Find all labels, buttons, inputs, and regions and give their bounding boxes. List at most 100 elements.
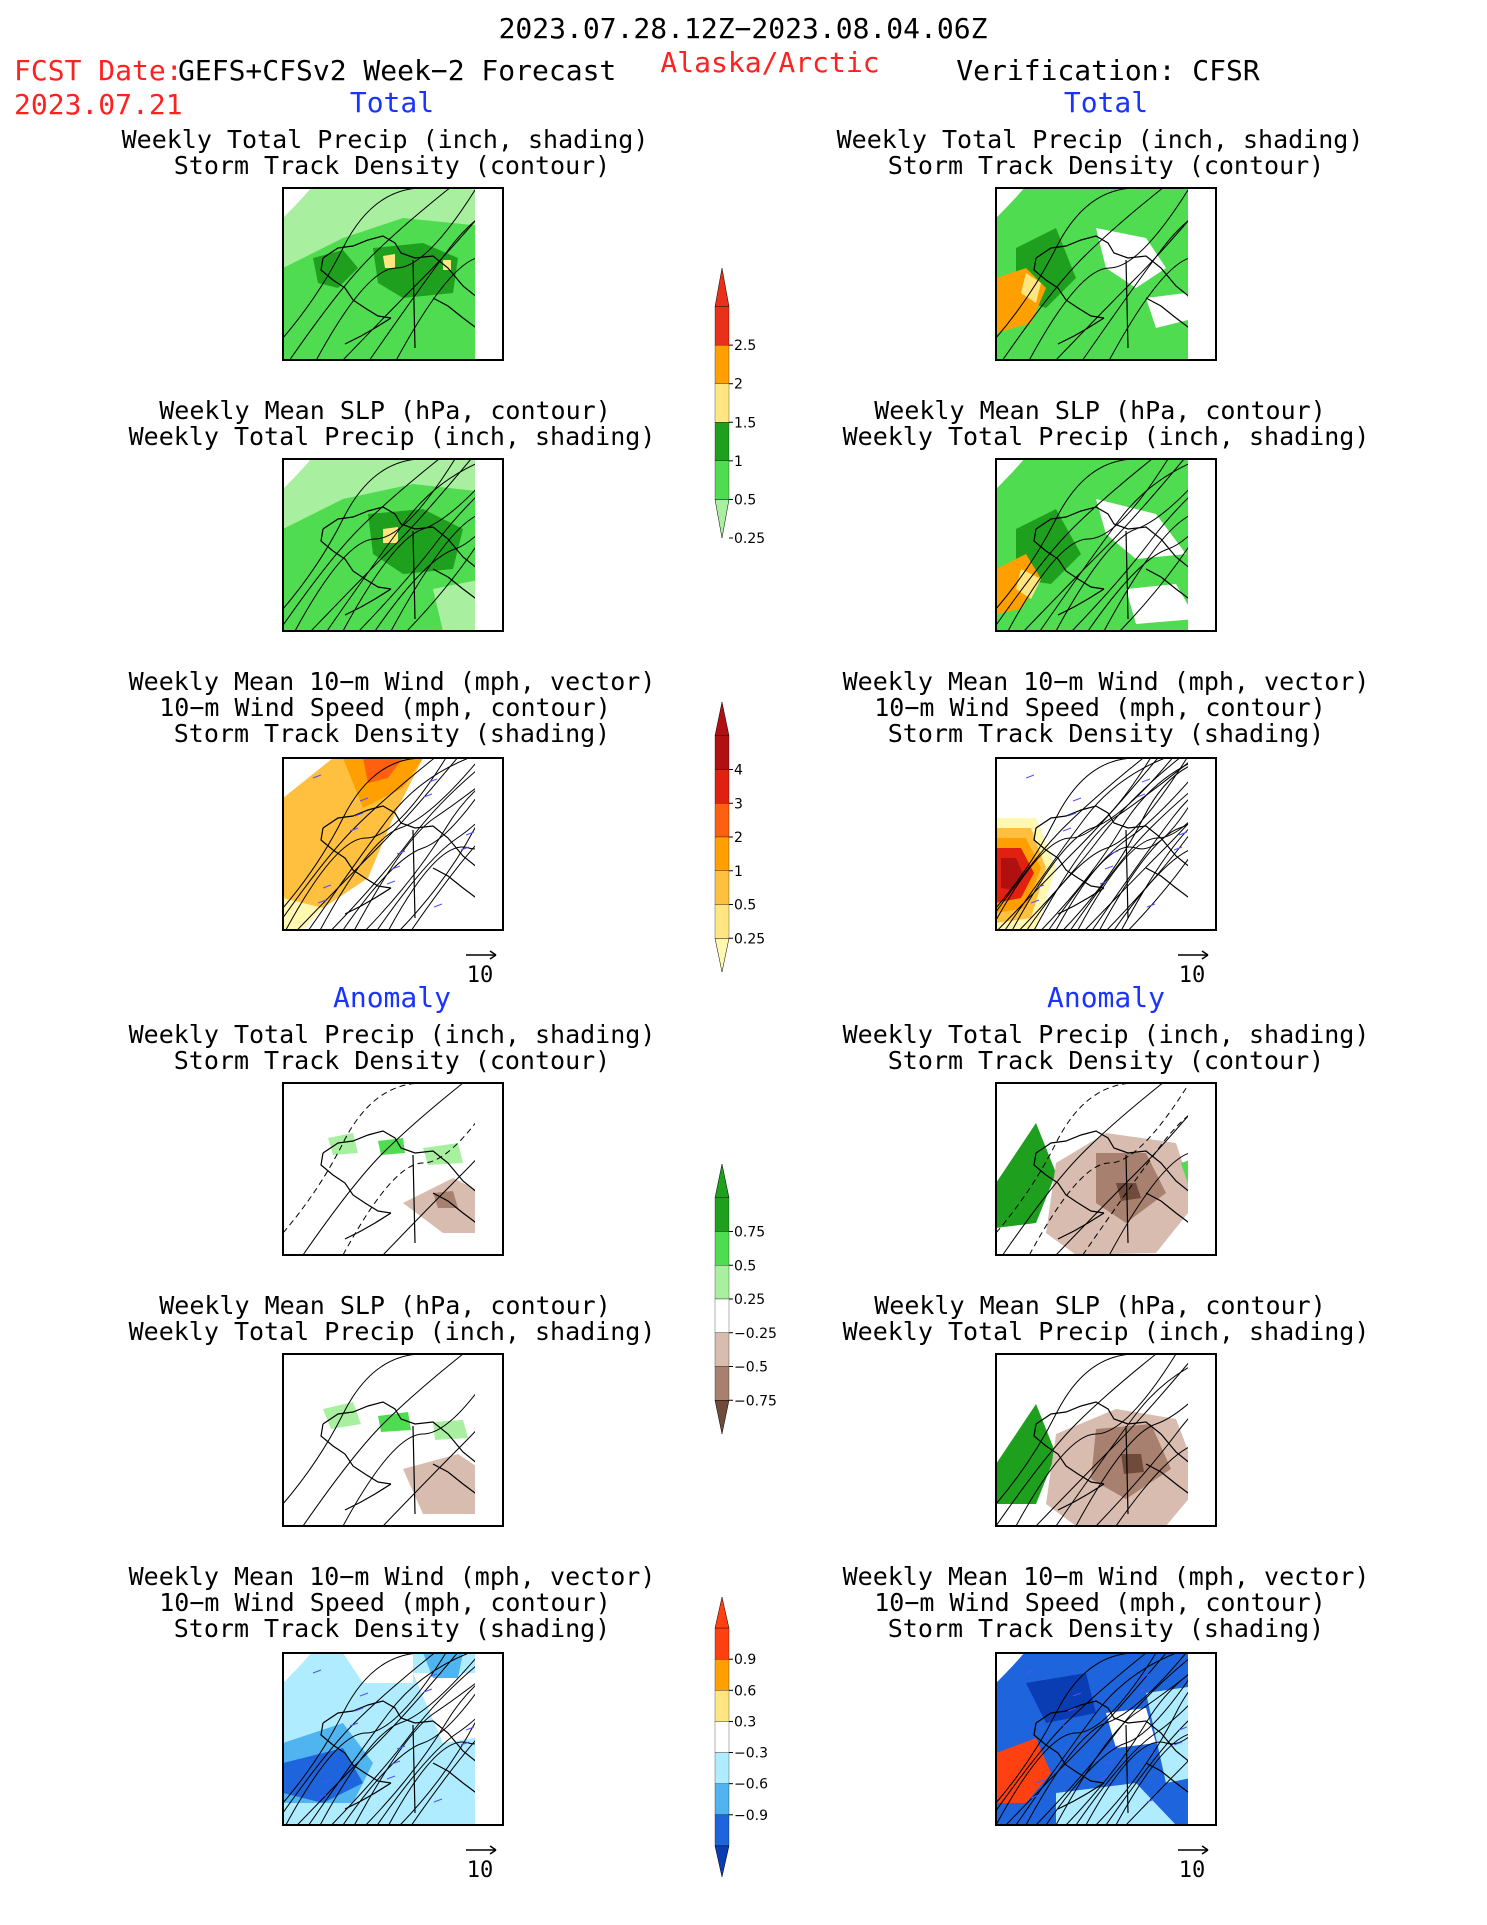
title-r3-b: 10−m Wind Speed (mph, contour) — [874, 693, 1326, 722]
wind-vector — [1062, 827, 1072, 832]
contour-line — [365, 758, 475, 930]
contour-line — [406, 459, 475, 631]
contour-line — [1075, 1354, 1188, 1526]
colorbar-segment — [714, 1231, 730, 1266]
title-r2-a: Weekly Mean SLP (hPa, contour) — [874, 396, 1326, 425]
map-frame — [995, 1652, 1217, 1826]
colorbar-cap-bottom — [714, 1400, 730, 1435]
colorbar-segment — [714, 344, 730, 384]
colorbar-tick-label: 1.5 — [734, 415, 756, 431]
map-frame — [282, 187, 504, 361]
fcst-date-label: FCST Date: — [14, 54, 183, 87]
contour-line — [395, 188, 475, 360]
colorbar-segment — [714, 803, 730, 838]
contour-line — [1119, 459, 1188, 631]
contour-line — [1062, 758, 1188, 930]
coastline — [1033, 506, 1188, 620]
colorbar-segment — [714, 735, 730, 770]
contour-line — [1095, 1653, 1188, 1825]
vector-ref-label: 10 — [1179, 963, 1206, 988]
wind-vector — [349, 1722, 359, 1727]
colorbar-segment — [714, 870, 730, 905]
title-r6-a: Weekly Mean 10−m Wind (mph, vector) — [843, 1562, 1370, 1591]
colorbar-segment — [714, 306, 730, 346]
wind-vector — [322, 1779, 332, 1784]
wind-vector — [1062, 1722, 1072, 1727]
title-r6-b: 10−m Wind Speed (mph, contour) — [874, 1588, 1326, 1617]
contour-line — [1095, 1354, 1188, 1526]
colorbar-tick-label: 2.5 — [734, 338, 756, 354]
colorbar-cap-top — [714, 1596, 730, 1629]
title-r5-a: Weekly Mean SLP (hPa, contour) — [874, 1291, 1326, 1320]
contour-line — [283, 1653, 435, 1825]
wind-vector — [1141, 778, 1151, 783]
contour-line — [294, 459, 456, 631]
vector-ref-label: 10 — [467, 963, 494, 988]
contour-line — [374, 459, 475, 631]
contour-line — [1048, 758, 1188, 930]
contour-line — [342, 1083, 475, 1255]
contour-line — [1121, 758, 1188, 930]
wind-vector — [1173, 846, 1183, 851]
contour-line — [342, 758, 475, 930]
contour-line — [996, 758, 1144, 930]
wedge-mask — [283, 459, 311, 489]
wind-vector — [391, 1760, 401, 1765]
wind-vector — [1141, 1673, 1151, 1678]
colorbar-segment — [714, 1690, 730, 1722]
wind-vector — [1099, 1775, 1109, 1780]
contour-line — [996, 758, 1137, 930]
wind-vector — [1146, 1798, 1156, 1803]
contour-line — [315, 188, 475, 360]
title-l3-c: Storm Track Density (shading) — [174, 719, 611, 748]
contour-line — [996, 1354, 1137, 1526]
shading-region — [443, 260, 451, 270]
wind-vector — [1104, 1760, 1114, 1765]
title-r3-c: Storm Track Density (shading) — [888, 719, 1325, 748]
wedge-mask — [996, 459, 1024, 489]
contour-line — [331, 758, 475, 930]
contour-line — [1115, 1354, 1188, 1526]
coastline — [320, 506, 475, 620]
contour-line — [996, 188, 1137, 360]
shading-region — [378, 1138, 405, 1155]
colorbar-tick-label: 0.5 — [734, 898, 756, 914]
wind-vector — [1072, 797, 1082, 802]
wind-vector — [386, 880, 396, 885]
wind-vector — [1030, 899, 1040, 904]
shading-region — [383, 527, 398, 543]
colorbar-cap-top — [714, 701, 730, 736]
vector-ref-arrowhead — [489, 1845, 497, 1855]
contour-line — [358, 459, 475, 631]
wind-vector — [1035, 1779, 1045, 1784]
colorbar-storm-total: 4 3 2 1 0.5 0.25 — [714, 701, 765, 973]
contour-line — [310, 459, 472, 631]
colorbar-tick-label: −0.25 — [734, 1326, 777, 1342]
title-r3-a: Weekly Mean 10−m Wind (mph, vector) — [843, 667, 1370, 696]
contour-line — [289, 188, 450, 360]
shading-region — [283, 1748, 363, 1803]
colorbar-tick-label: 1 — [734, 864, 743, 880]
region-label: Alaska/Arctic — [660, 46, 879, 79]
contour-line — [1075, 1653, 1188, 1825]
colorbar-tick-label: 2 — [734, 830, 743, 846]
section-total-left: Total — [350, 86, 434, 119]
shading-region — [283, 898, 323, 930]
contour-line — [390, 459, 475, 631]
map-field — [283, 1354, 475, 1526]
contour-line — [319, 758, 475, 930]
vector-ref-arrowhead — [1201, 950, 1209, 960]
wedge-mask — [283, 1083, 311, 1113]
wind-vector — [359, 1692, 369, 1697]
coastline — [320, 1700, 475, 1814]
wedge-mask — [283, 1354, 311, 1384]
contour-line — [283, 188, 424, 360]
colorbar-precip-anom: 0.75 0.5 0.25 −0.25 −0.5 −0.75 — [714, 1163, 777, 1435]
wind-vector — [423, 793, 433, 798]
contour-line — [353, 1653, 475, 1825]
wind-vector — [1146, 903, 1156, 908]
wind-vector — [386, 1775, 396, 1780]
contour-line — [411, 1653, 475, 1825]
map-field — [283, 188, 475, 360]
shading-region — [413, 1673, 475, 1743]
